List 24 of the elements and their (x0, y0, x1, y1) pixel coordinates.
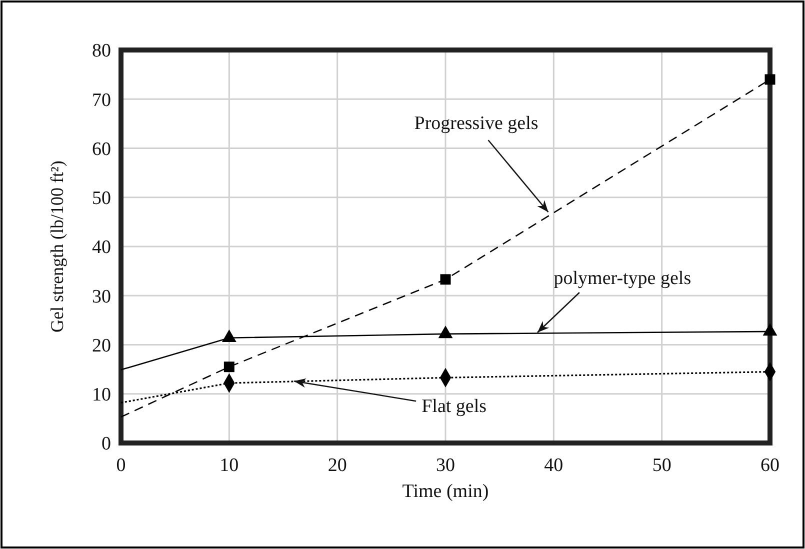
annotation: Flat gels (422, 396, 487, 417)
y-tick-label: 60 (92, 138, 111, 160)
annotation: polymer-type gels (554, 268, 692, 290)
y-tick-label: 50 (92, 188, 111, 210)
point (224, 362, 234, 372)
x-tick-label: 40 (544, 455, 564, 476)
x-tick-label: 60 (760, 455, 780, 476)
x-tick-label: 20 (328, 455, 347, 476)
x-tick-label: 30 (436, 455, 455, 476)
point (440, 274, 451, 285)
annotation: Progressive gels (414, 112, 538, 134)
y-tick-label: 80 (92, 40, 111, 62)
y-tick-label: 20 (92, 335, 111, 356)
x-axis-title: Time (min) (402, 481, 489, 502)
point (764, 74, 776, 85)
x-tick-label: 0 (116, 455, 126, 476)
y-tick-label: 40 (92, 237, 111, 258)
x-tick-label: 50 (652, 455, 672, 476)
y-tick-label: 10 (92, 384, 111, 406)
y-tick-label: 70 (92, 90, 111, 111)
y-axis-title: Gel strength (lb/100 ft²) (47, 160, 67, 332)
x-tick-label: 10 (220, 455, 239, 476)
y-tick-label: 0 (102, 434, 111, 455)
y-tick-label: 30 (92, 286, 111, 308)
